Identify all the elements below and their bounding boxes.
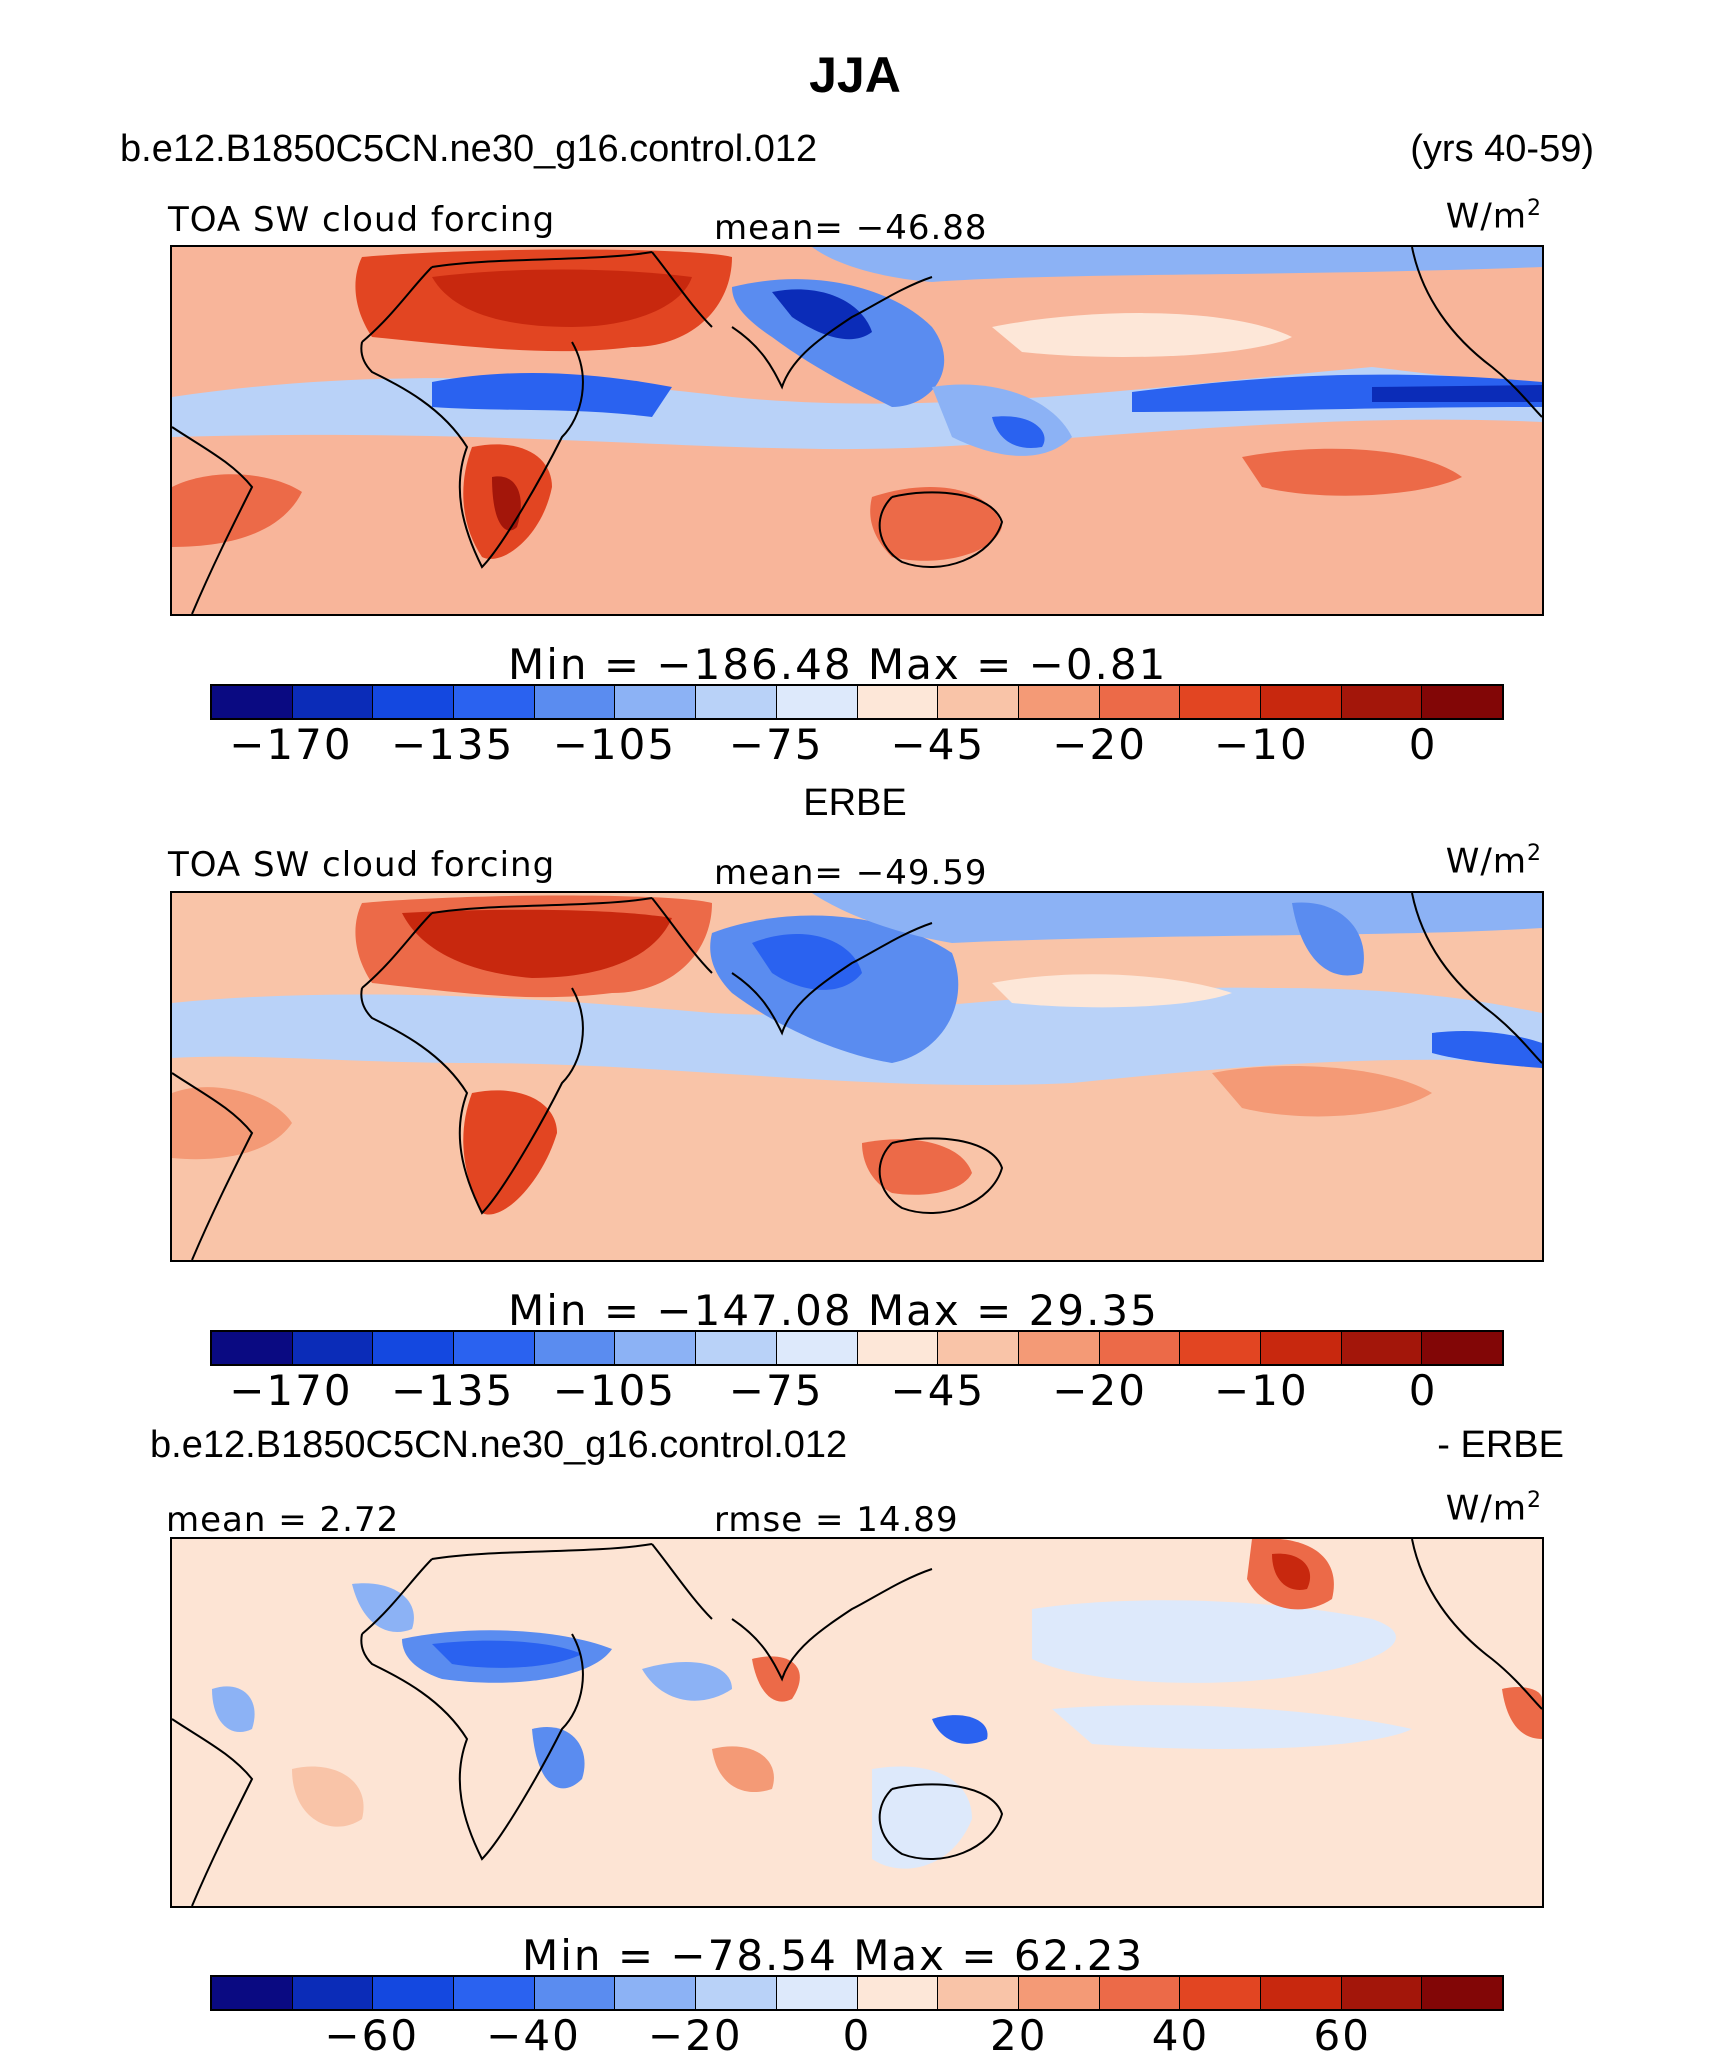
panel3-minmax: Min = −78.54 Max = 62.23 [522, 1931, 1145, 1980]
panel3-rmse: rmse = 14.89 [714, 1500, 959, 1540]
colorbar-tick-label: −135 [390, 1366, 515, 1415]
colorbar-tick-label: −75 [728, 720, 824, 769]
colorbar-tick-label: −170 [229, 720, 353, 769]
colorbar-box [454, 1977, 535, 2009]
colorbar-box [1341, 1977, 1423, 2009]
colorbar-tick-label: −170 [229, 1366, 353, 1415]
colorbar-box [615, 686, 697, 718]
colorbar-box [615, 1977, 697, 2009]
colorbar-tick-label: −20 [1052, 1366, 1147, 1415]
panel1-units: W/m2 [1445, 196, 1542, 237]
colorbar-box [1341, 686, 1423, 718]
panel3-heading-left: b.e12.B1850C5CN.ne30_g16.control.012 [150, 1424, 848, 1466]
panel3-units: W/m2 [1445, 1488, 1542, 1529]
colorbar-box [776, 1977, 858, 2009]
colorbar-box [1099, 1332, 1181, 1364]
colorbar-box [373, 686, 455, 718]
colorbar-box [1422, 686, 1502, 718]
colorbar-box [938, 1977, 1019, 2009]
colorbar-box [534, 686, 616, 718]
colorbar-box [534, 1977, 616, 2009]
colorbar-box [1099, 686, 1181, 718]
colorbar-box [292, 686, 374, 718]
colorbar-box [1422, 1977, 1502, 2009]
colorbar-box [212, 1332, 293, 1364]
panel3-mean: mean = 2.72 [166, 1500, 400, 1540]
colorbar-tick-label: −105 [552, 720, 677, 769]
colorbar-tick-label: −45 [890, 720, 986, 769]
colorbar-tick-label: −60 [324, 2011, 420, 2060]
colorbar-box [1260, 686, 1342, 718]
panel2-colorbar-ticks: −170 −135 −105 −75 −45 −20 −10 0 [210, 1366, 1504, 1416]
colorbar-box [1180, 1332, 1261, 1364]
colorbar-box [776, 1332, 858, 1364]
colorbar-box [534, 1332, 616, 1364]
colorbar-tick-label: 0 [1408, 720, 1438, 769]
colorbar-box [373, 1977, 455, 2009]
colorbar-tick-label: −75 [728, 1366, 824, 1415]
colorbar-box [857, 686, 939, 718]
colorbar-box [212, 686, 293, 718]
panel1-colorbar [210, 684, 1504, 720]
panel3-colorbar [210, 1975, 1504, 2011]
page-title: JJA [809, 47, 901, 103]
colorbar-box [938, 1332, 1019, 1364]
colorbar-tick-label: −45 [890, 1366, 986, 1415]
panel2-mean: mean= −49.59 [714, 853, 988, 893]
colorbar-box [696, 686, 777, 718]
colorbar-box [1180, 1977, 1261, 2009]
colorbar-box [454, 686, 535, 718]
colorbar-tick-label: 0 [842, 2011, 872, 2060]
colorbar-tick-label: 0 [1408, 1366, 1438, 1415]
colorbar-box [696, 1332, 777, 1364]
panel2-minmax: Min = −147.08 Max = 29.35 [508, 1286, 1159, 1335]
colorbar-box [292, 1977, 374, 2009]
colorbar-box [212, 1977, 293, 2009]
colorbar-box [1422, 1332, 1502, 1364]
panel3-heading-right: - ERBE [1437, 1424, 1564, 1466]
colorbar-box [373, 1332, 455, 1364]
colorbar-box [1018, 1332, 1100, 1364]
colorbar-tick-label: −40 [486, 2011, 581, 2060]
colorbar-box [1341, 1332, 1423, 1364]
colorbar-box [776, 686, 858, 718]
colorbar-box [938, 686, 1019, 718]
panel2-units: W/m2 [1445, 841, 1542, 882]
panel3-map [170, 1537, 1544, 1908]
panel3-colorbar-ticks: −60 −40 −20 0 20 40 60 [210, 2011, 1504, 2061]
colorbar-box [292, 1332, 374, 1364]
colorbar-tick-label: −10 [1214, 720, 1309, 769]
colorbar-box [1260, 1977, 1342, 2009]
years-label: (yrs 40-59) [1410, 128, 1594, 170]
colorbar-box [615, 1332, 697, 1364]
colorbar-box [1099, 1977, 1181, 2009]
colorbar-tick-label: 40 [1151, 2011, 1210, 2060]
colorbar-box [1018, 1977, 1100, 2009]
panel1-minmax: Min = −186.48 Max = −0.81 [508, 640, 1168, 689]
colorbar-box [857, 1332, 939, 1364]
colorbar-box [1180, 686, 1261, 718]
colorbar-tick-label: −10 [1214, 1366, 1309, 1415]
colorbar-box [696, 1977, 777, 2009]
case-name: b.e12.B1850C5CN.ne30_g16.control.012 [120, 128, 818, 170]
colorbar-tick-label: −20 [1052, 720, 1147, 769]
colorbar-tick-label: −20 [647, 2011, 743, 2060]
panel1-mean: mean= −46.88 [714, 208, 988, 248]
colorbar-box [454, 1332, 535, 1364]
colorbar-tick-label: −105 [552, 1366, 677, 1415]
colorbar-box [1018, 686, 1100, 718]
colorbar-box [1260, 1332, 1342, 1364]
colorbar-tick-label: 20 [990, 2011, 1048, 2060]
panel2-map [170, 891, 1544, 1262]
panel2-colorbar [210, 1330, 1504, 1366]
panel1-map [170, 245, 1544, 616]
colorbar-box [857, 1977, 939, 2009]
panel1-variable: TOA SW cloud forcing [168, 200, 556, 240]
colorbar-tick-label: 60 [1313, 2011, 1371, 2060]
panel1-colorbar-ticks: −170 −135 −105 −75 −45 −20 −10 0 [210, 720, 1504, 770]
panel2-variable: TOA SW cloud forcing [168, 845, 556, 885]
colorbar-tick-label: −135 [390, 720, 515, 769]
panel2-heading: ERBE [803, 782, 907, 824]
